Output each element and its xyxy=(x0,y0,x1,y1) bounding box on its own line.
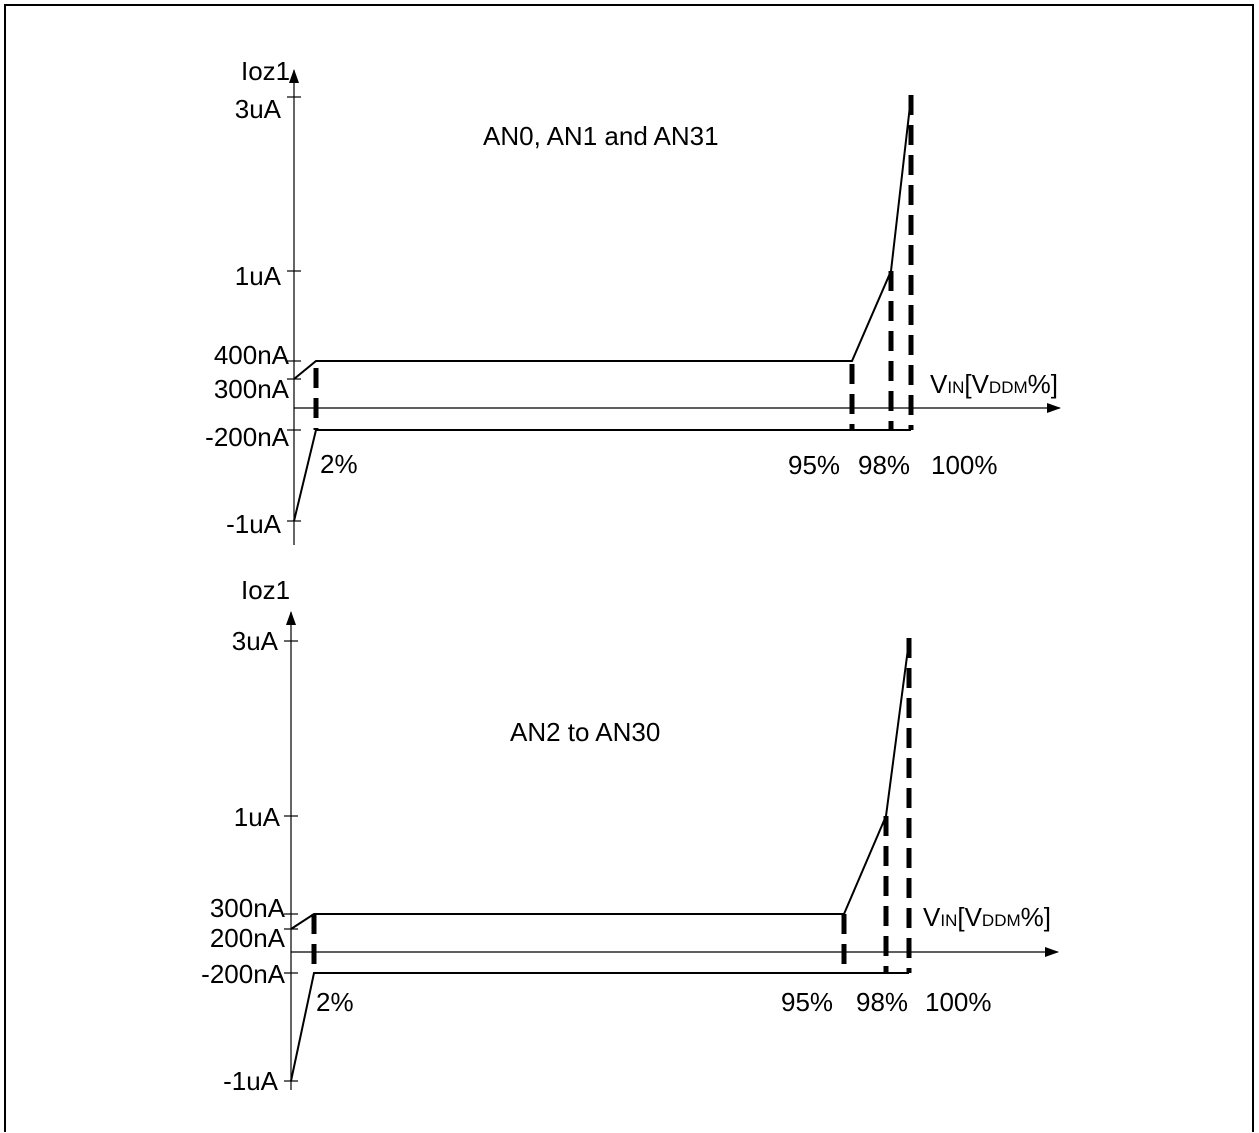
dashed-markers xyxy=(311,638,912,973)
x-tick-95pct: 95% xyxy=(788,450,840,480)
x-tick-95pct: 95% xyxy=(781,987,833,1017)
diagram-title: AN0, AN1 and AN31 xyxy=(483,121,719,151)
diagram-an0-an1-an31: AN0, AN1 and AN31 Ioz1 3uA 1uA 400nA 300… xyxy=(205,56,1061,545)
diagram-an2-an30: AN2 to AN30 Ioz1 3uA 1uA 300nA 200nA -20… xyxy=(201,575,1059,1096)
diagram-title: AN2 to AN30 xyxy=(510,717,660,747)
y-tick-400na: 400nA xyxy=(214,340,290,370)
x-tick-100pct: 100% xyxy=(931,450,998,480)
upper-limit-curve xyxy=(293,96,912,380)
x-axis-label: VIN[VDDM%] xyxy=(930,369,1058,399)
y-axis-label: Ioz1 xyxy=(241,56,290,86)
y-tick-300na: 300nA xyxy=(214,374,290,404)
y-tick-neg1ua: -1uA xyxy=(223,1066,279,1096)
y-tick-200na: 200nA xyxy=(210,923,286,953)
dashed-markers xyxy=(313,95,914,430)
y-tick-1ua: 1uA xyxy=(234,802,281,832)
lower-limit-curve xyxy=(290,972,909,1082)
y-tick-300na: 300nA xyxy=(210,893,286,923)
x-tick-98pct: 98% xyxy=(856,987,908,1017)
x-tick-100pct: 100% xyxy=(925,987,992,1017)
y-tick-neg200na: -200nA xyxy=(201,959,285,989)
x-axis-label: VIN[VDDM%] xyxy=(923,902,1051,932)
y-tick-3ua: 3uA xyxy=(235,94,282,124)
y-tick-neg200na: -200nA xyxy=(205,422,289,452)
x-tick-2pct: 2% xyxy=(316,987,354,1017)
y-axis-label: Ioz1 xyxy=(241,575,290,605)
figure-frame xyxy=(4,4,1254,1132)
y-tick-1ua: 1uA xyxy=(235,261,282,291)
y-tick-neg1ua: -1uA xyxy=(226,509,282,539)
x-tick-2pct: 2% xyxy=(320,449,358,479)
upper-limit-curve xyxy=(290,640,910,930)
x-tick-98pct: 98% xyxy=(858,450,910,480)
y-tick-3ua: 3uA xyxy=(232,626,279,656)
